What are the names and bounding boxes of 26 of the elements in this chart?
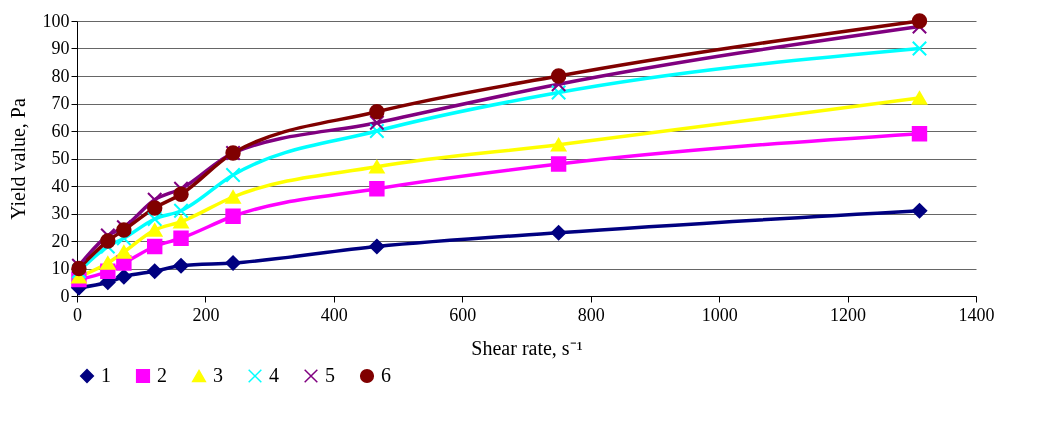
x-tick-label: 200 — [192, 304, 220, 325]
x-tick-label: 400 — [320, 304, 348, 325]
y-tick-label: 60 — [51, 120, 70, 141]
x-tick-label: 800 — [577, 304, 605, 325]
y-tick-label: 0 — [60, 285, 70, 306]
x-tick-label: 1400 — [958, 304, 995, 325]
y-tick-label: 20 — [51, 230, 70, 251]
y-axis-title: Yield value, Pa — [6, 98, 29, 220]
x-axis-title: Shear rate, s⁻¹ — [471, 336, 583, 359]
legend-label: 6 — [381, 364, 391, 386]
x-tick-label: 1000 — [701, 304, 738, 325]
y-tick-label: 50 — [51, 148, 70, 168]
y-tick-label: 90 — [51, 38, 70, 58]
y-tick-label: 80 — [51, 65, 70, 86]
legend-label: 1 — [101, 364, 111, 386]
legend-label: 5 — [325, 364, 335, 386]
y-tick-label: 40 — [51, 175, 70, 196]
x-tick-label: 600 — [449, 304, 477, 325]
legend-label: 4 — [269, 364, 279, 386]
legend-label: 2 — [157, 364, 167, 386]
y-tick-label: 10 — [51, 258, 70, 278]
y-tick-label: 30 — [51, 203, 70, 223]
legend-label: 3 — [213, 364, 223, 386]
y-tick-label: 70 — [51, 93, 70, 113]
x-tick-label: 1200 — [830, 304, 867, 325]
y-tick-label: 100 — [42, 10, 70, 31]
